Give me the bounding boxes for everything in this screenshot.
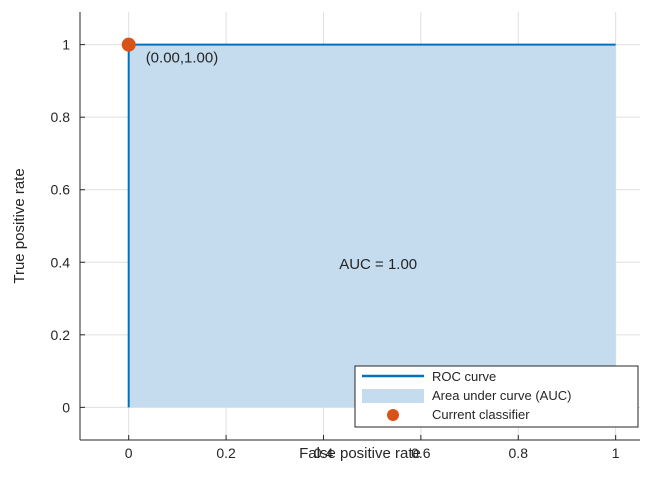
- legend-label-auc: Area under curve (AUC): [432, 388, 571, 403]
- current-classifier-point: [122, 38, 136, 52]
- x-tick-label: 0.8: [509, 445, 529, 461]
- y-tick-label: 1: [62, 37, 70, 53]
- point-annotation: (0.00,1.00): [146, 50, 219, 67]
- legend-swatch-current-classifier: [387, 409, 399, 421]
- y-ticks: 0 0.2 0.4 0.6 0.8 1: [51, 37, 71, 416]
- legend: ROC curve Area under curve (AUC) Current…: [355, 366, 638, 427]
- y-tick-label: 0.6: [51, 182, 71, 198]
- x-tick-label: 0.2: [216, 445, 236, 461]
- y-tick-label: 0: [62, 399, 70, 415]
- x-tick-label: 1: [612, 445, 620, 461]
- x-tick-label: 0: [125, 445, 133, 461]
- legend-label-current-classifier: Current classifier: [432, 407, 530, 422]
- marker-layer: [122, 38, 136, 52]
- auc-area-layer: [129, 45, 616, 408]
- legend-label-roc-curve: ROC curve: [432, 369, 496, 384]
- y-tick-label: 0.8: [51, 109, 71, 125]
- legend-swatch-auc: [362, 389, 424, 403]
- y-tick-label: 0.4: [51, 254, 71, 270]
- auc-annotation: AUC = 1.00: [339, 256, 417, 273]
- y-tick-label: 0.2: [51, 327, 71, 343]
- y-axis-label: True positive rate: [11, 168, 28, 283]
- auc-area: [129, 45, 616, 408]
- x-axis-label: False positive rate: [299, 445, 421, 462]
